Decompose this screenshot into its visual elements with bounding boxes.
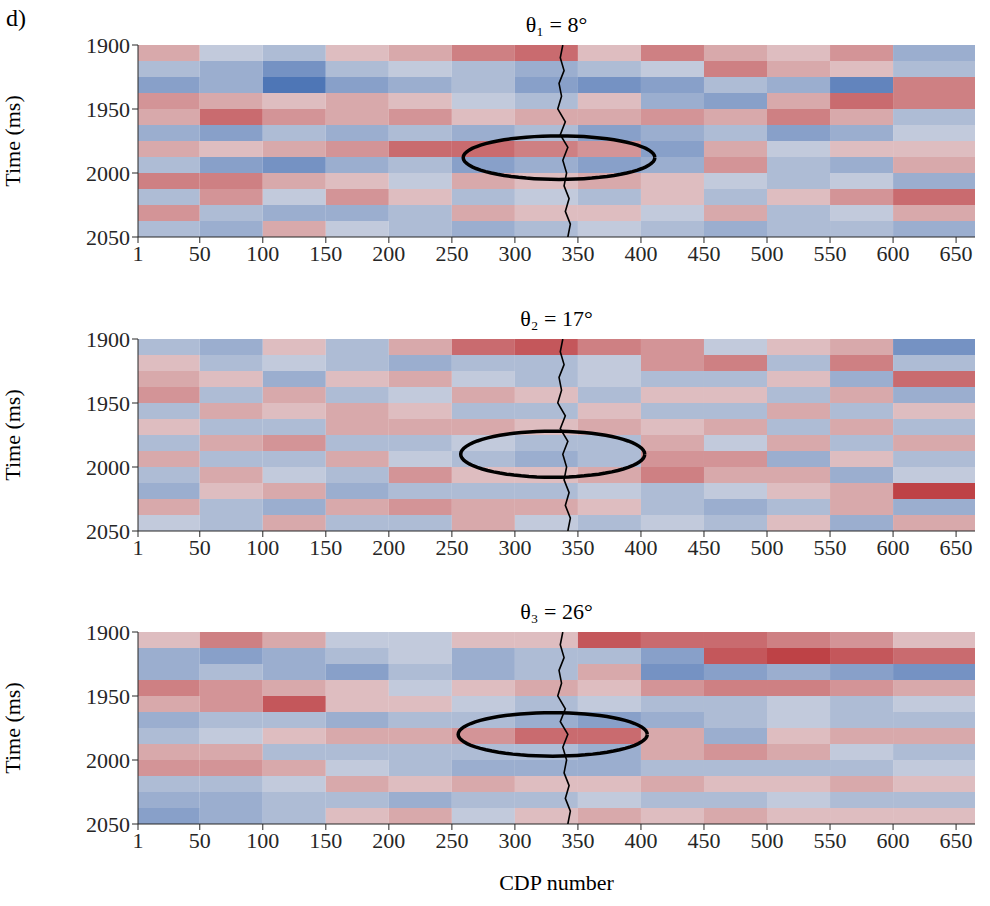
svg-text:250: 250 [435, 828, 468, 853]
svg-text:300: 300 [498, 828, 531, 853]
svg-text:1: 1 [133, 828, 144, 853]
svg-text:450: 450 [687, 828, 720, 853]
svg-text:500: 500 [751, 241, 784, 266]
svg-text:500: 500 [751, 535, 784, 560]
svg-text:2000: 2000 [86, 748, 130, 773]
svg-text:2050: 2050 [86, 812, 130, 837]
svg-text:100: 100 [246, 241, 279, 266]
svg-text:Time (ms): Time (ms) [0, 95, 25, 186]
svg-text:2050: 2050 [86, 519, 130, 544]
svg-text:600: 600 [877, 828, 910, 853]
svg-text:500: 500 [751, 828, 784, 853]
svg-text:550: 550 [814, 828, 847, 853]
svg-text:200: 200 [372, 241, 405, 266]
svg-text:450: 450 [687, 241, 720, 266]
svg-text:CDP number: CDP number [499, 870, 614, 894]
html-text:d): d) [6, 5, 26, 31]
svg-text:650: 650 [940, 535, 973, 560]
svg-text:650: 650 [940, 828, 973, 853]
svg-text:200: 200 [372, 828, 405, 853]
html-text:θ₂ = 17°: θ₂ = 17° [520, 306, 593, 331]
html-text:θ₃ = 26°: θ₃ = 26° [520, 599, 593, 624]
svg-text:350: 350 [561, 241, 594, 266]
svg-text:150: 150 [309, 828, 342, 853]
svg-text:1900: 1900 [86, 33, 130, 58]
svg-text:Time (ms): Time (ms) [0, 389, 25, 480]
svg-text:250: 250 [435, 535, 468, 560]
svg-text:50: 50 [189, 535, 211, 560]
svg-text:600: 600 [877, 241, 910, 266]
svg-text:400: 400 [624, 535, 657, 560]
svg-text:100: 100 [246, 535, 279, 560]
svg-text:2000: 2000 [86, 455, 130, 480]
svg-text:400: 400 [624, 828, 657, 853]
svg-text:1950: 1950 [86, 684, 130, 709]
svg-text:2050: 2050 [86, 225, 130, 250]
svg-text:1900: 1900 [86, 620, 130, 645]
svg-text:100: 100 [246, 828, 279, 853]
html-text:θ₁ = 8°: θ₁ = 8° [525, 12, 588, 37]
svg-text:Time (ms): Time (ms) [0, 682, 25, 773]
svg-text:150: 150 [309, 241, 342, 266]
svg-text:1950: 1950 [86, 97, 130, 122]
svg-text:300: 300 [498, 535, 531, 560]
svg-text:1: 1 [133, 535, 144, 560]
svg-text:650: 650 [940, 241, 973, 266]
svg-text:1900: 1900 [86, 327, 130, 352]
svg-text:550: 550 [814, 241, 847, 266]
svg-text:200: 200 [372, 535, 405, 560]
svg-text:400: 400 [624, 241, 657, 266]
svg-text:450: 450 [687, 535, 720, 560]
svg-text:150: 150 [309, 535, 342, 560]
svg-text:550: 550 [814, 535, 847, 560]
svg-text:350: 350 [561, 828, 594, 853]
svg-text:2000: 2000 [86, 161, 130, 186]
svg-text:50: 50 [189, 241, 211, 266]
svg-text:300: 300 [498, 241, 531, 266]
svg-text:50: 50 [189, 828, 211, 853]
svg-text:250: 250 [435, 241, 468, 266]
svg-text:1950: 1950 [86, 391, 130, 416]
svg-text:600: 600 [877, 535, 910, 560]
svg-text:1: 1 [133, 241, 144, 266]
svg-text:350: 350 [561, 535, 594, 560]
